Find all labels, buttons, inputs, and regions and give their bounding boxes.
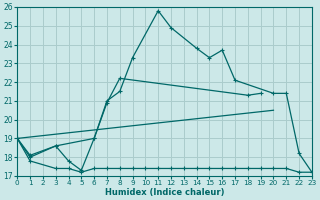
X-axis label: Humidex (Indice chaleur): Humidex (Indice chaleur) — [105, 188, 224, 197]
